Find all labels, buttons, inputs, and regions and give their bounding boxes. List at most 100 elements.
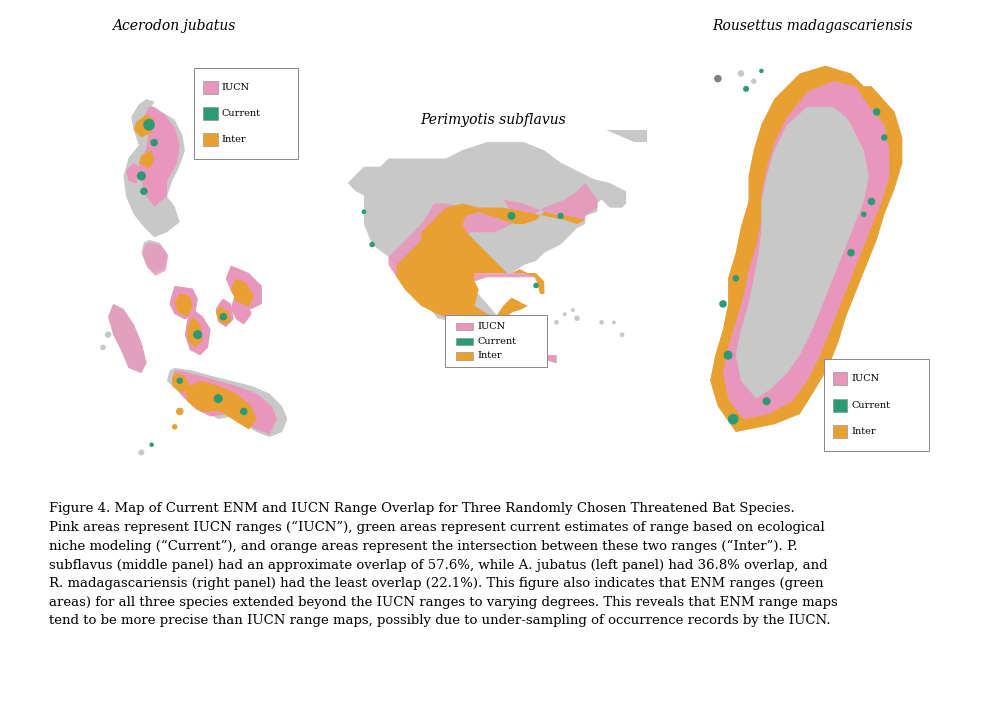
FancyBboxPatch shape (457, 323, 473, 330)
Polygon shape (123, 99, 185, 237)
Circle shape (848, 250, 854, 256)
Circle shape (362, 210, 366, 213)
FancyBboxPatch shape (457, 338, 473, 345)
Polygon shape (396, 204, 586, 326)
Polygon shape (710, 66, 902, 432)
Polygon shape (216, 299, 234, 327)
FancyBboxPatch shape (833, 372, 847, 385)
Text: Inter: Inter (222, 135, 246, 144)
Text: Inter: Inter (477, 352, 502, 361)
Polygon shape (388, 183, 598, 364)
Polygon shape (167, 368, 287, 437)
FancyBboxPatch shape (446, 315, 547, 367)
Title: Acerodon jubatus: Acerodon jubatus (111, 18, 235, 32)
Polygon shape (134, 114, 154, 138)
Polygon shape (108, 304, 147, 373)
Circle shape (739, 71, 743, 76)
Circle shape (572, 309, 574, 311)
Circle shape (370, 242, 374, 246)
Circle shape (106, 332, 110, 337)
Text: Current: Current (477, 337, 517, 345)
Title: Perimyotis subflavus: Perimyotis subflavus (420, 113, 566, 127)
Polygon shape (231, 291, 251, 324)
Title: Rousettus madagascariensis: Rousettus madagascariensis (712, 18, 913, 32)
Circle shape (751, 79, 756, 84)
Circle shape (881, 135, 886, 140)
Circle shape (725, 351, 732, 359)
FancyBboxPatch shape (203, 81, 218, 94)
FancyBboxPatch shape (833, 399, 847, 411)
Polygon shape (226, 265, 261, 309)
Text: Current: Current (851, 401, 890, 409)
Text: IUCN: IUCN (477, 322, 506, 331)
Polygon shape (185, 309, 210, 355)
Circle shape (599, 321, 603, 324)
Circle shape (558, 213, 563, 218)
FancyBboxPatch shape (193, 68, 299, 159)
Circle shape (176, 409, 182, 414)
FancyBboxPatch shape (457, 352, 473, 359)
Circle shape (862, 212, 866, 216)
Circle shape (760, 69, 763, 72)
Polygon shape (594, 85, 700, 142)
Text: Figure 4. Map of Current ENM and IUCN Range Overlap for Three Randomly Chosen Th: Figure 4. Map of Current ENM and IUCN Ra… (49, 503, 838, 627)
Circle shape (144, 119, 154, 130)
Circle shape (508, 213, 515, 219)
Polygon shape (126, 163, 141, 184)
Polygon shape (170, 286, 198, 319)
Text: Current: Current (222, 109, 260, 118)
Circle shape (214, 395, 222, 402)
Text: IUCN: IUCN (222, 83, 249, 92)
Circle shape (729, 414, 738, 424)
Circle shape (555, 321, 558, 324)
Circle shape (575, 316, 579, 320)
Polygon shape (226, 265, 261, 309)
Polygon shape (185, 380, 256, 430)
Polygon shape (736, 107, 869, 399)
Circle shape (612, 321, 615, 324)
FancyBboxPatch shape (824, 359, 929, 451)
Polygon shape (139, 150, 154, 168)
Polygon shape (175, 293, 192, 317)
Polygon shape (185, 309, 210, 355)
Text: Inter: Inter (851, 427, 876, 436)
Polygon shape (173, 371, 277, 435)
Circle shape (874, 109, 880, 115)
Polygon shape (216, 307, 231, 324)
Circle shape (101, 345, 106, 350)
Circle shape (151, 140, 157, 146)
Polygon shape (170, 286, 198, 319)
Circle shape (734, 276, 739, 281)
Polygon shape (187, 317, 203, 347)
FancyBboxPatch shape (833, 425, 847, 438)
Circle shape (743, 86, 748, 91)
Polygon shape (143, 242, 169, 276)
Polygon shape (231, 278, 254, 307)
Polygon shape (710, 66, 902, 432)
Circle shape (763, 398, 770, 404)
Circle shape (137, 172, 145, 180)
Circle shape (715, 76, 721, 81)
FancyBboxPatch shape (203, 133, 218, 146)
Polygon shape (141, 240, 167, 273)
Circle shape (620, 333, 624, 336)
Circle shape (194, 331, 201, 338)
Circle shape (139, 450, 144, 455)
Polygon shape (139, 107, 179, 206)
Polygon shape (231, 291, 251, 324)
Polygon shape (108, 304, 147, 373)
Circle shape (534, 284, 538, 288)
Circle shape (563, 313, 566, 315)
Polygon shape (173, 373, 190, 394)
Circle shape (720, 301, 726, 307)
Circle shape (220, 314, 227, 320)
Circle shape (241, 409, 246, 414)
Polygon shape (347, 142, 626, 364)
Circle shape (150, 443, 153, 446)
Text: IUCN: IUCN (851, 374, 880, 383)
Polygon shape (438, 298, 528, 326)
Polygon shape (723, 81, 889, 419)
Circle shape (173, 425, 176, 429)
Circle shape (869, 199, 875, 204)
FancyBboxPatch shape (203, 107, 218, 120)
